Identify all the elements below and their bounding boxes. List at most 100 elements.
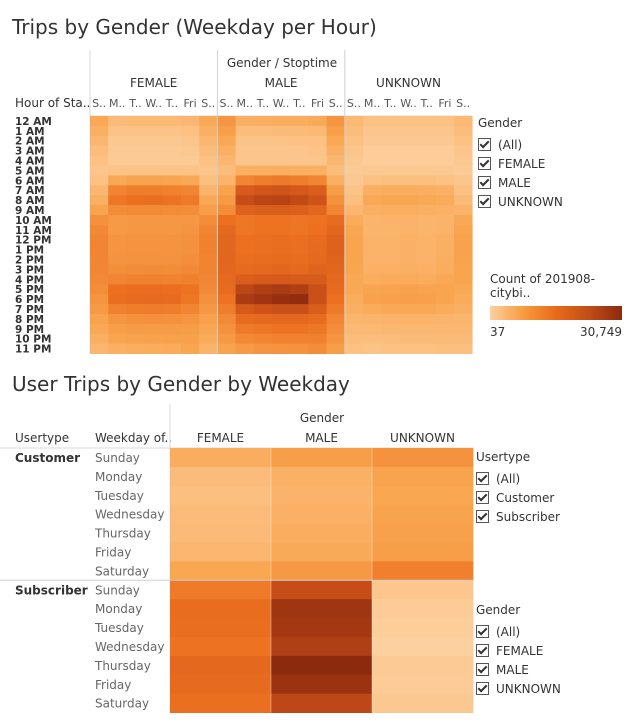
heatmap-cell[interactable]	[170, 599, 272, 619]
heatmap-cell[interactable]	[454, 145, 473, 156]
heatmap-cell[interactable]	[399, 165, 418, 176]
heatmap-cell[interactable]	[326, 264, 346, 275]
heatmap-cell[interactable]	[253, 224, 273, 236]
heatmap-cell[interactable]	[199, 323, 218, 335]
heatmap-cell[interactable]	[144, 185, 164, 196]
heatmap-cell[interactable]	[399, 284, 418, 295]
heatmap-cell[interactable]	[290, 224, 309, 236]
heatmap-cell[interactable]	[308, 125, 327, 137]
heatmap-cell[interactable]	[363, 323, 382, 335]
heatmap-cell[interactable]	[181, 294, 200, 305]
heatmap-cell[interactable]	[108, 274, 127, 285]
heatmap-cell[interactable]	[372, 618, 474, 638]
heatmap-cell[interactable]	[363, 254, 382, 265]
heatmap-cell[interactable]	[235, 343, 255, 354]
heatmap-cell[interactable]	[417, 185, 437, 196]
heatmap-cell[interactable]	[199, 294, 218, 305]
heatmap-cell[interactable]	[108, 185, 127, 196]
heatmap-cell[interactable]	[417, 195, 437, 206]
heatmap-cell[interactable]	[308, 185, 327, 196]
heatmap-cell[interactable]	[454, 284, 473, 295]
heatmap-cell[interactable]	[454, 165, 473, 176]
heatmap-cell[interactable]	[253, 165, 273, 176]
heatmap-cell[interactable]	[272, 304, 291, 315]
heatmap-cell[interactable]	[181, 125, 200, 137]
heatmap-cell[interactable]	[381, 175, 400, 186]
heatmap-cell[interactable]	[271, 599, 373, 619]
heatmap-cell[interactable]	[271, 693, 373, 713]
heatmap-cell[interactable]	[454, 333, 473, 345]
heatmap-cell[interactable]	[253, 155, 273, 166]
heatmap-cell[interactable]	[144, 165, 164, 176]
heatmap-cell[interactable]	[126, 304, 145, 315]
heatmap-cell[interactable]	[199, 155, 218, 166]
heatmap-cell[interactable]	[181, 304, 200, 315]
heatmap-cell[interactable]	[126, 135, 145, 147]
heatmap-cell[interactable]	[344, 244, 364, 255]
heatmap-cell[interactable]	[272, 125, 291, 137]
heatmap-cell[interactable]	[290, 284, 309, 295]
heatmap-cell[interactable]	[170, 693, 272, 713]
heatmap-cell[interactable]	[217, 323, 236, 335]
heatmap-cell[interactable]	[253, 343, 273, 354]
heatmap-cell[interactable]	[435, 244, 455, 255]
heatmap-cell[interactable]	[162, 284, 182, 295]
heatmap-cell[interactable]	[344, 254, 364, 265]
heatmap-cell[interactable]	[381, 215, 400, 226]
heatmap-cell[interactable]	[162, 125, 182, 137]
heatmap-cell[interactable]	[454, 155, 473, 166]
heatmap-cell[interactable]	[181, 314, 200, 325]
heatmap-cell[interactable]	[454, 224, 473, 236]
heatmap-cell[interactable]	[144, 294, 164, 305]
heatmap-cell[interactable]	[108, 333, 127, 345]
heatmap-cell[interactable]	[144, 135, 164, 147]
checkbox-checked-icon[interactable]	[478, 157, 491, 170]
filter-option-male[interactable]: MALE	[478, 173, 563, 192]
heatmap-cell[interactable]	[417, 125, 437, 137]
heatmap-cell[interactable]	[271, 655, 373, 676]
heatmap-cell[interactable]	[381, 145, 400, 156]
heatmap-cell[interactable]	[181, 224, 200, 236]
heatmap-cell[interactable]	[326, 323, 346, 335]
heatmap-cell[interactable]	[326, 274, 346, 285]
heatmap-cell[interactable]	[290, 304, 309, 315]
heatmap-cell[interactable]	[399, 116, 418, 127]
heatmap-cell[interactable]	[272, 343, 291, 354]
heatmap-cell[interactable]	[162, 155, 182, 166]
heatmap-cell[interactable]	[417, 264, 437, 275]
heatmap-cell[interactable]	[308, 135, 327, 147]
heatmap-cell[interactable]	[181, 205, 200, 216]
heatmap-cell[interactable]	[217, 185, 236, 196]
heatmap-cell[interactable]	[235, 165, 255, 176]
heatmap-cell[interactable]	[199, 135, 218, 147]
heatmap-cell[interactable]	[344, 284, 364, 295]
heatmap-cell[interactable]	[170, 523, 272, 543]
heatmap-cell[interactable]	[144, 116, 164, 127]
heatmap-cell[interactable]	[90, 314, 109, 325]
heatmap-cell[interactable]	[253, 314, 273, 325]
heatmap-cell[interactable]	[144, 343, 164, 354]
heatmap-cell[interactable]	[253, 195, 273, 206]
heatmap-cell[interactable]	[126, 145, 145, 156]
heatmap-cell[interactable]	[417, 333, 437, 345]
heatmap-cell[interactable]	[290, 323, 309, 335]
heatmap-cell[interactable]	[454, 125, 473, 137]
heatmap-cell[interactable]	[435, 274, 455, 285]
heatmap-cell[interactable]	[435, 343, 455, 354]
heatmap-cell[interactable]	[181, 234, 200, 246]
heatmap-cell[interactable]	[381, 323, 400, 335]
heatmap-cell[interactable]	[272, 116, 291, 127]
heatmap-cell[interactable]	[235, 234, 255, 246]
heatmap-cell[interactable]	[454, 343, 473, 354]
heatmap-cell[interactable]	[417, 244, 437, 255]
heatmap-cell[interactable]	[363, 205, 382, 216]
heatmap-cell[interactable]	[417, 304, 437, 315]
heatmap-cell[interactable]	[162, 294, 182, 305]
heatmap-cell[interactable]	[170, 448, 272, 468]
heatmap-cell[interactable]	[235, 294, 255, 305]
heatmap-cell[interactable]	[181, 195, 200, 206]
heatmap-cell[interactable]	[162, 224, 182, 236]
heatmap-cell[interactable]	[253, 264, 273, 275]
heatmap-cell[interactable]	[253, 234, 273, 246]
heatmap-cell[interactable]	[326, 294, 346, 305]
